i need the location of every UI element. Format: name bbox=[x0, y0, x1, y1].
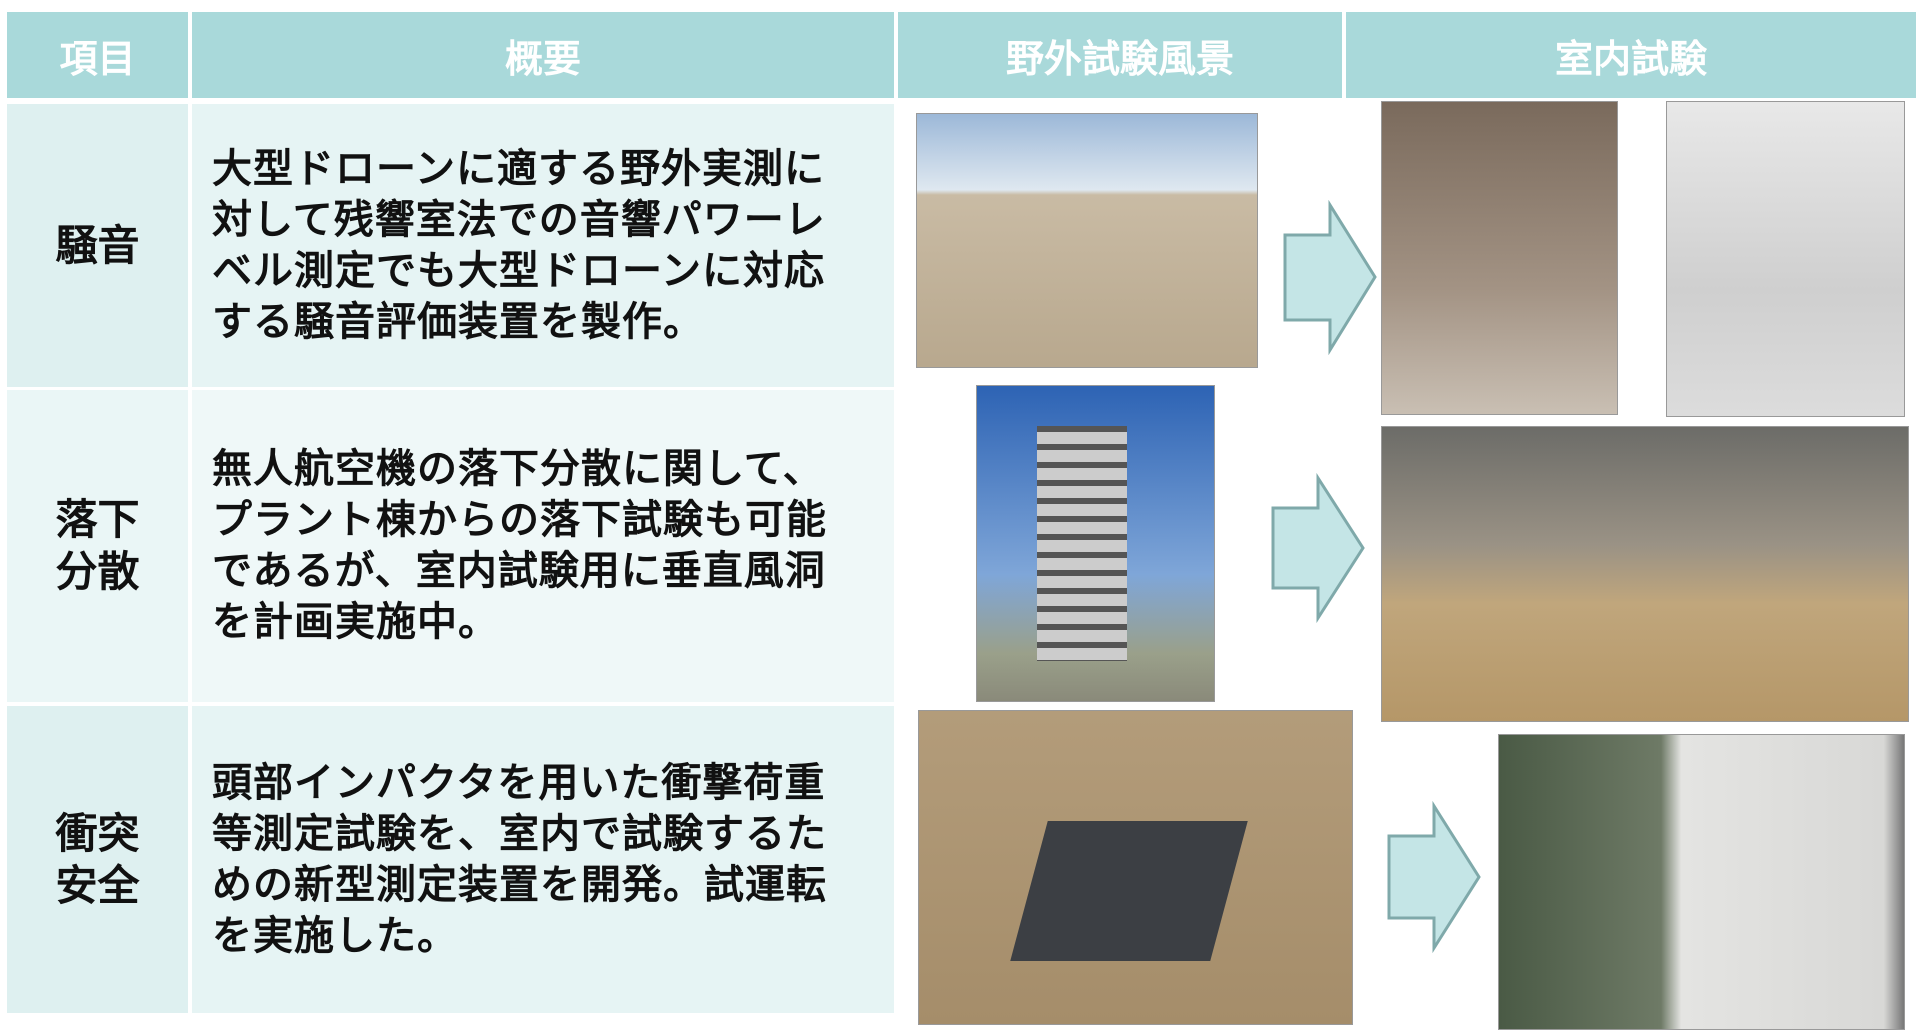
text-line: 安全 bbox=[55, 860, 140, 910]
text-line: を計画実施中。 bbox=[212, 599, 499, 645]
photo bbox=[918, 710, 1353, 1025]
photo bbox=[976, 385, 1215, 702]
text-line: 対して残響室法での音響パワーレ bbox=[212, 196, 826, 243]
summary-cell: 頭部インパクタを用いた衝撃荷重 等測定試験を、室内で試験するた めの新型測定装置を開… bbox=[192, 706, 894, 1013]
text-line: 大型ドローンに適する野外実測に bbox=[212, 145, 825, 192]
text-line: めの新型測定装置を開発。試運転 bbox=[212, 861, 827, 908]
photo bbox=[1381, 101, 1618, 415]
text-line: 騒音 bbox=[55, 220, 140, 270]
arrow bbox=[1271, 473, 1365, 623]
summary-cell: 無人航空機の落下分散に関して、 プラント棟からの落下試験も可能 であるが、室内試験用… bbox=[192, 390, 894, 702]
text-line: ベル測定でも大型ドローンに対応 bbox=[212, 247, 825, 294]
text-line: 衝突 bbox=[55, 808, 140, 858]
photo bbox=[1666, 101, 1905, 417]
text-line: 頭部インパクタを用いた衝撃荷重 bbox=[212, 759, 826, 806]
photo bbox=[1498, 734, 1905, 1030]
header-cell: 野外試験風景 bbox=[898, 12, 1342, 98]
text-line: 落下 bbox=[55, 495, 140, 544]
text-line: する騒音評価装置を製作。 bbox=[212, 298, 704, 345]
header-cell: 概要 bbox=[192, 12, 894, 98]
building bbox=[1037, 426, 1127, 661]
text-line: プラント棟からの落下試験も可能 bbox=[212, 497, 827, 543]
text-line: 等測定試験を、室内で試験するた bbox=[212, 810, 827, 857]
header-cell: 室内試験 bbox=[1346, 12, 1916, 98]
photo bbox=[1381, 426, 1909, 722]
photo bbox=[916, 113, 1258, 368]
item-cell: 騒音 bbox=[7, 104, 188, 387]
text-line: 分散 bbox=[55, 547, 140, 596]
plate bbox=[1010, 821, 1248, 961]
header-cell: 項目 bbox=[7, 12, 188, 98]
text-line: を実施した。 bbox=[212, 912, 458, 959]
item-cell: 衝突 安全 bbox=[7, 706, 188, 1013]
text-line: 無人航空機の落下分散に関して、 bbox=[212, 446, 824, 492]
arrow bbox=[1387, 801, 1481, 953]
summary-cell: 大型ドローンに適する野外実測に 対して残響室法での音響パワーレ ベル測定でも大型ドロ… bbox=[192, 104, 894, 387]
item-cell: 落下 分散 bbox=[7, 390, 188, 702]
text-line: であるが、室内試験用に垂直風洞 bbox=[212, 548, 826, 594]
arrow bbox=[1283, 200, 1377, 355]
